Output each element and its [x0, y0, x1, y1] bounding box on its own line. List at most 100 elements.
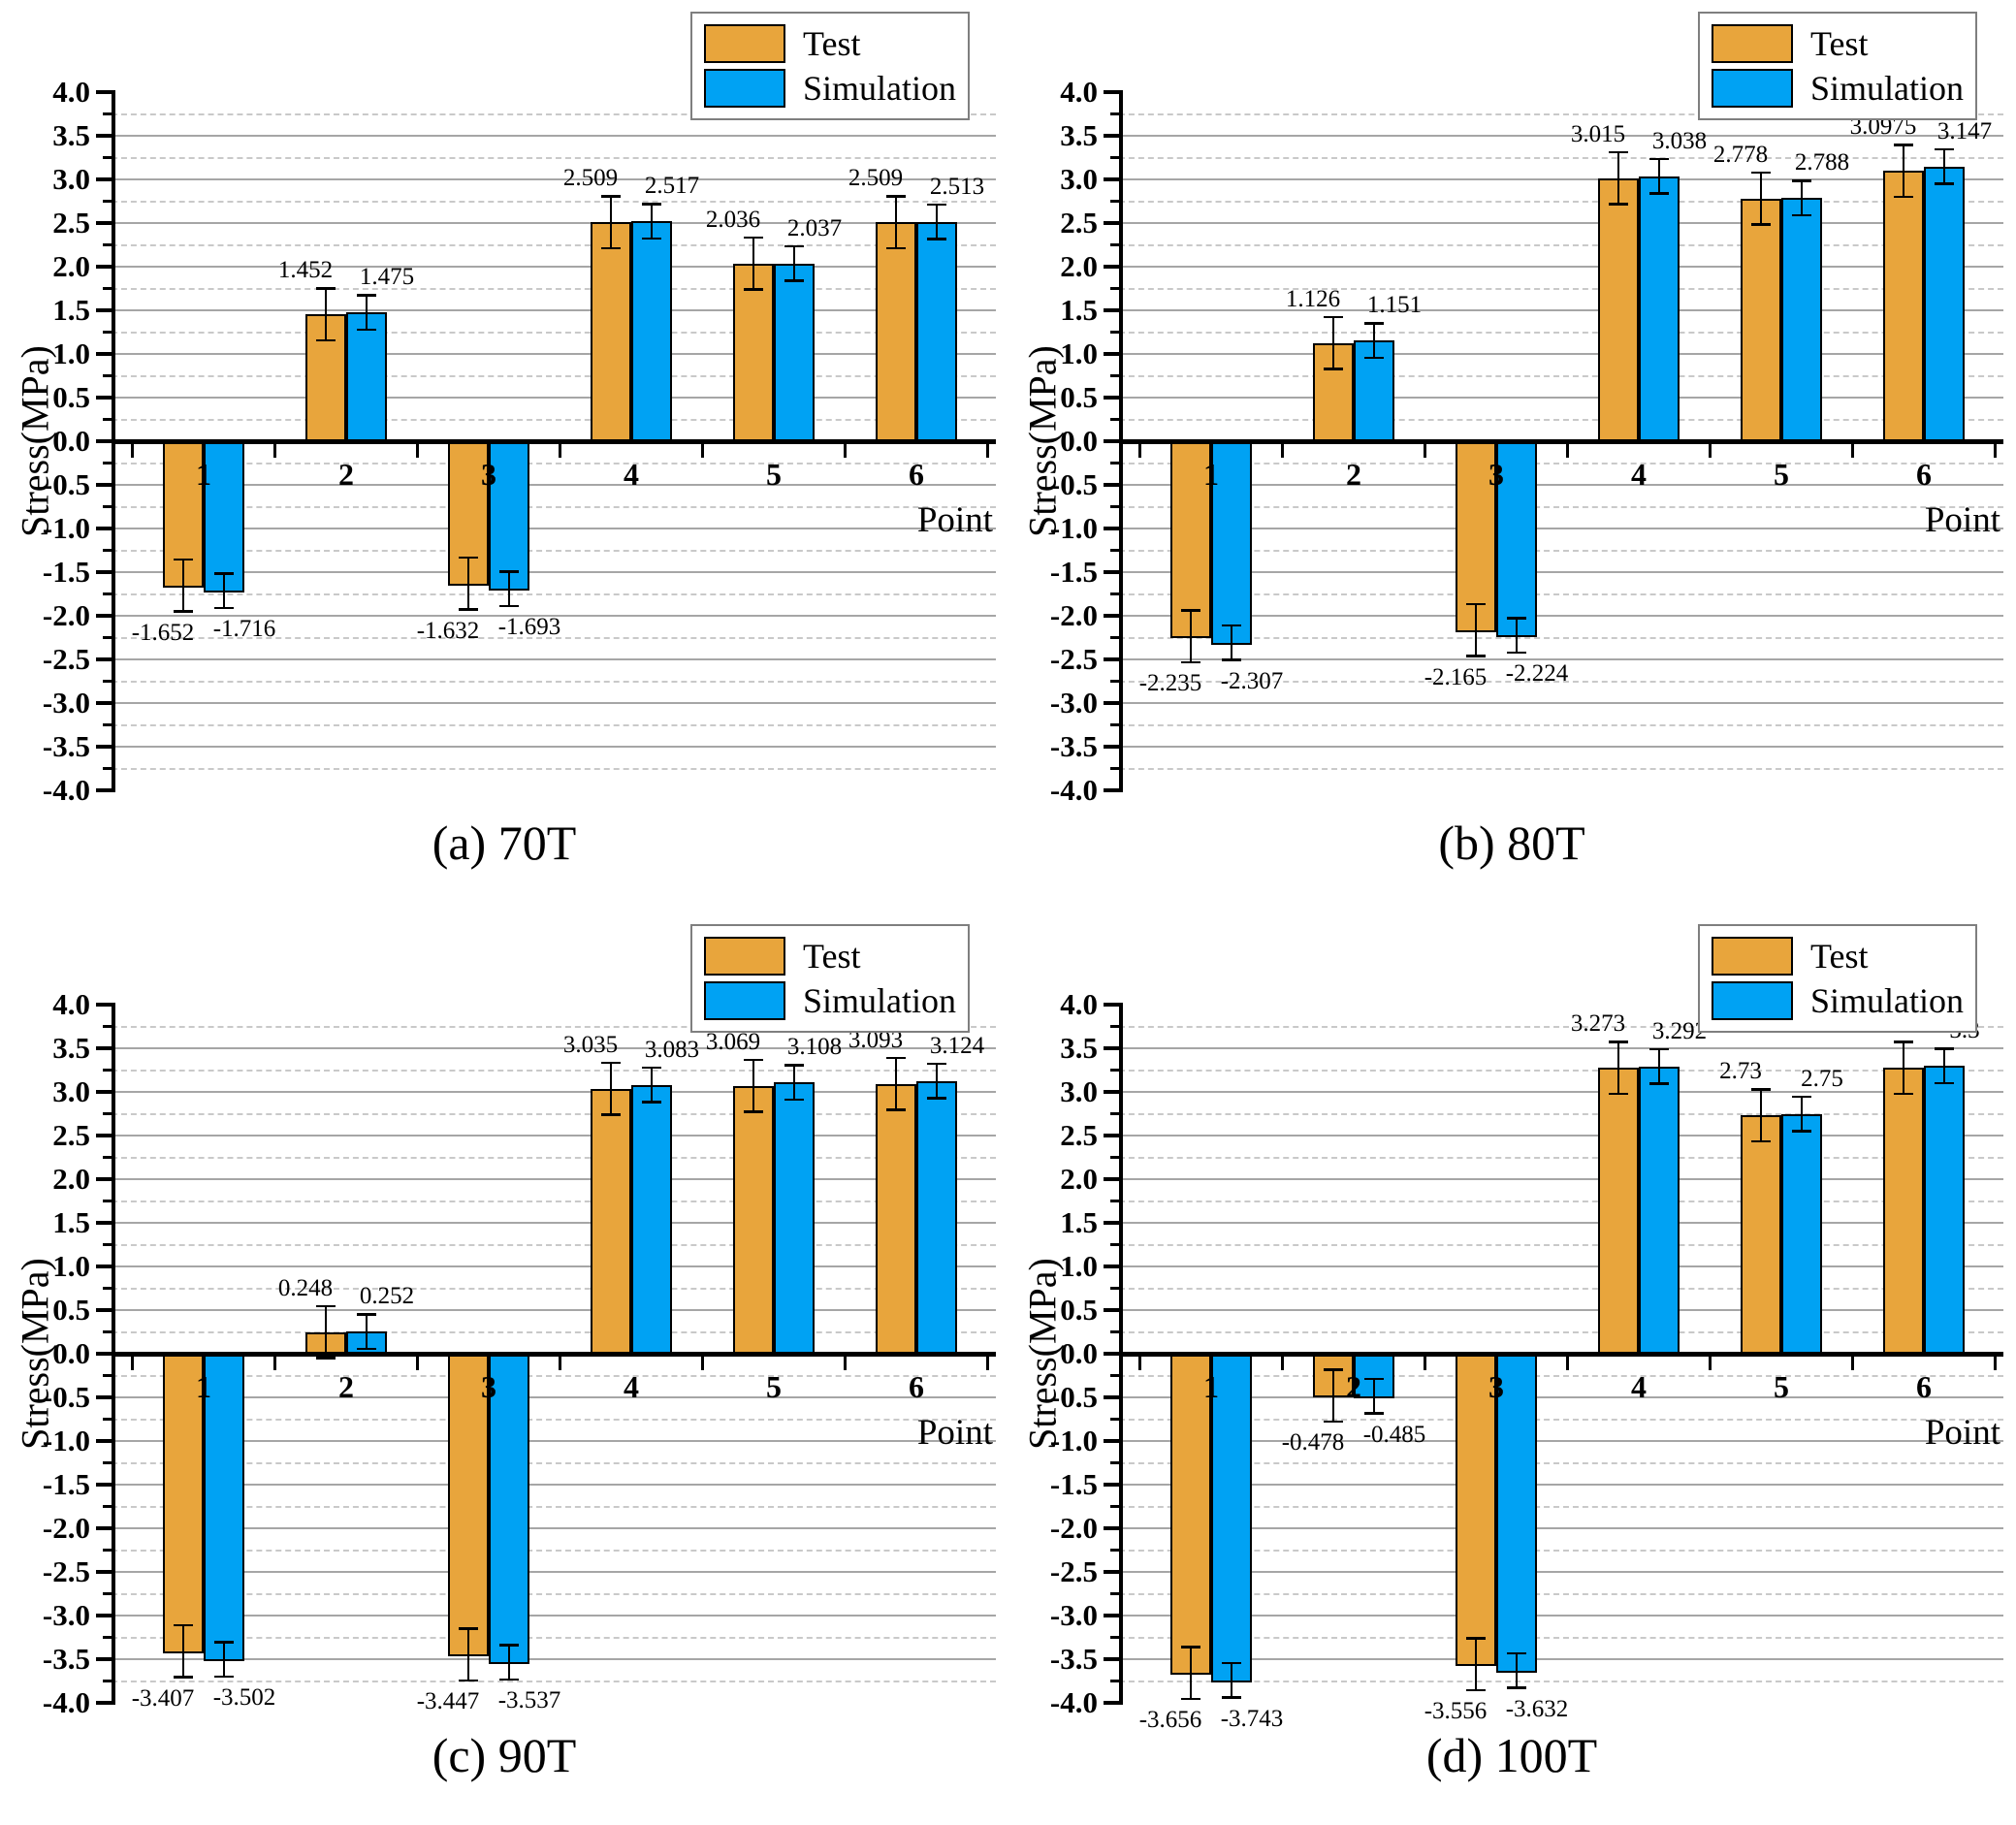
bar-test	[591, 1088, 631, 1356]
y-tick-label: 0.0	[1060, 424, 1098, 458]
y-gridline-minor	[112, 1549, 996, 1552]
y-gridline-minor	[112, 680, 996, 683]
y-tick-minor	[103, 156, 112, 159]
y-tick-label: -3.0	[42, 1598, 90, 1632]
error-bar-cap	[642, 237, 661, 240]
value-label: -1.716	[212, 616, 276, 643]
y-tick-major	[1104, 1308, 1119, 1312]
plot-area: 4.0 3.5 3.0 2.5 2.0 1.5 1.0 0.5 0.0 -0.5 -1.0 -1.5 -…	[1008, 0, 2016, 912]
y-tick-label: 2.0	[1060, 249, 1098, 283]
y-tick-label: 0.5	[52, 380, 90, 414]
y-gridline-major	[112, 222, 996, 224]
y-gridline-minor	[112, 1418, 996, 1421]
error-bar-line	[609, 196, 613, 249]
y-gridline-major	[1119, 484, 2003, 486]
error-bar-cap	[1792, 179, 1811, 182]
error-bar-cap	[1364, 1377, 1384, 1381]
error-bar-cap	[214, 1675, 234, 1679]
error-bar-cap	[886, 195, 906, 198]
y-gridline-minor	[1119, 767, 2003, 770]
y-tick-major	[1104, 90, 1119, 94]
error-bar-cap	[357, 1313, 376, 1316]
y-gridline-minor	[112, 331, 996, 334]
error-bar-cap	[214, 606, 234, 610]
y-gridline-major	[1119, 571, 2003, 573]
x-tick	[559, 1357, 561, 1370]
bar-test	[1313, 342, 1354, 443]
value-label: -3.743	[1220, 1705, 1284, 1732]
y-tick-major	[1104, 614, 1119, 618]
y-tick-label: -2.0	[42, 1511, 90, 1545]
y-gridline-major	[1119, 1091, 2003, 1093]
x-category-label: 2	[1346, 1369, 1361, 1404]
y-tick-major	[96, 221, 112, 225]
error-bar-cap	[784, 1098, 804, 1102]
legend: Test Simulation	[690, 924, 971, 1033]
y-tick-minor	[103, 1287, 112, 1290]
y-tick-label: 1.0	[52, 1249, 90, 1283]
x-axis-title: Point	[916, 500, 993, 540]
y-tick-major	[1104, 483, 1119, 487]
bar-simulation	[631, 221, 672, 443]
error-bar-cap	[886, 246, 906, 250]
error-bar-line	[222, 573, 226, 609]
y-gridline-minor	[112, 636, 996, 639]
error-bar-cap	[316, 1304, 336, 1308]
y-gridline-minor	[1119, 1374, 2003, 1377]
y-gridline-major	[1119, 658, 2003, 660]
error-bar-cap	[927, 203, 946, 207]
error-bar-line	[1474, 603, 1478, 656]
legend-swatch-test	[704, 24, 785, 63]
legend-label: Simulation	[1810, 981, 1965, 1020]
y-tick-major	[96, 1265, 112, 1268]
y-gridline-major	[1119, 1527, 2003, 1529]
y-tick-minor	[103, 680, 112, 683]
value-label: 2.037	[786, 214, 843, 241]
zero-line	[112, 439, 996, 444]
y-gridline-minor	[112, 1156, 996, 1159]
y-tick-label: 1.0	[1060, 1249, 1098, 1283]
y-tick-minor	[1110, 767, 1119, 770]
value-label: 1.452	[277, 257, 334, 284]
error-bar-cap	[1222, 1661, 1241, 1665]
y-tick-label: -1.5	[1049, 555, 1098, 589]
error-bar-line	[181, 559, 185, 612]
y-tick-major	[96, 701, 112, 705]
y-gridline-minor	[1119, 156, 2003, 159]
error-bar-line	[1230, 1662, 1233, 1698]
y-gridline-major	[1119, 1440, 2003, 1442]
y-tick-minor	[103, 592, 112, 595]
y-gridline-minor	[1119, 636, 2003, 639]
error-bar-cap	[1649, 1047, 1669, 1051]
y-tick-label: 2.5	[52, 206, 90, 240]
legend-swatch-simulation	[1712, 981, 1793, 1020]
y-tick-major	[96, 90, 112, 94]
y-tick-label: 2.5	[52, 1118, 90, 1152]
y-tick-major	[96, 396, 112, 400]
error-bar-cap	[601, 195, 621, 198]
error-bar-cap	[1609, 203, 1628, 206]
x-tick	[986, 444, 989, 458]
y-tick-major	[96, 1526, 112, 1530]
x-tick	[1851, 444, 1854, 458]
error-bar-cap	[1935, 147, 1954, 151]
y-tick-minor	[103, 331, 112, 334]
x-category-label: 3	[481, 457, 496, 492]
error-bar-line	[1331, 316, 1335, 369]
y-tick-minor	[103, 1069, 112, 1072]
y-tick-minor	[103, 1418, 112, 1421]
plot-area: 4.0 3.5 3.0 2.5 2.0 1.5 1.0 0.5 0.0 -0.5 -1.0 -1.5 -…	[0, 0, 1008, 912]
y-gridline-minor	[1119, 1680, 2003, 1682]
bar-simulation	[916, 221, 957, 443]
y-gridline-major	[112, 615, 996, 617]
error-bar-cap	[601, 246, 621, 250]
y-tick-minor	[103, 1243, 112, 1246]
y-gridline-major	[1119, 1265, 2003, 1267]
y-gridline-minor	[1119, 112, 2003, 115]
y-tick-label: -3.5	[1049, 1642, 1098, 1676]
chart-d-100T: 4.0 3.5 3.0 2.5 2.0 1.5 1.0 0.5 0.0 -0.5 -1.0 -1.5 -…	[1008, 912, 2016, 1825]
y-gridline-major	[112, 1571, 996, 1573]
x-tick	[1138, 444, 1141, 458]
value-label: -1.632	[416, 617, 480, 644]
error-bar-cap	[499, 604, 519, 608]
